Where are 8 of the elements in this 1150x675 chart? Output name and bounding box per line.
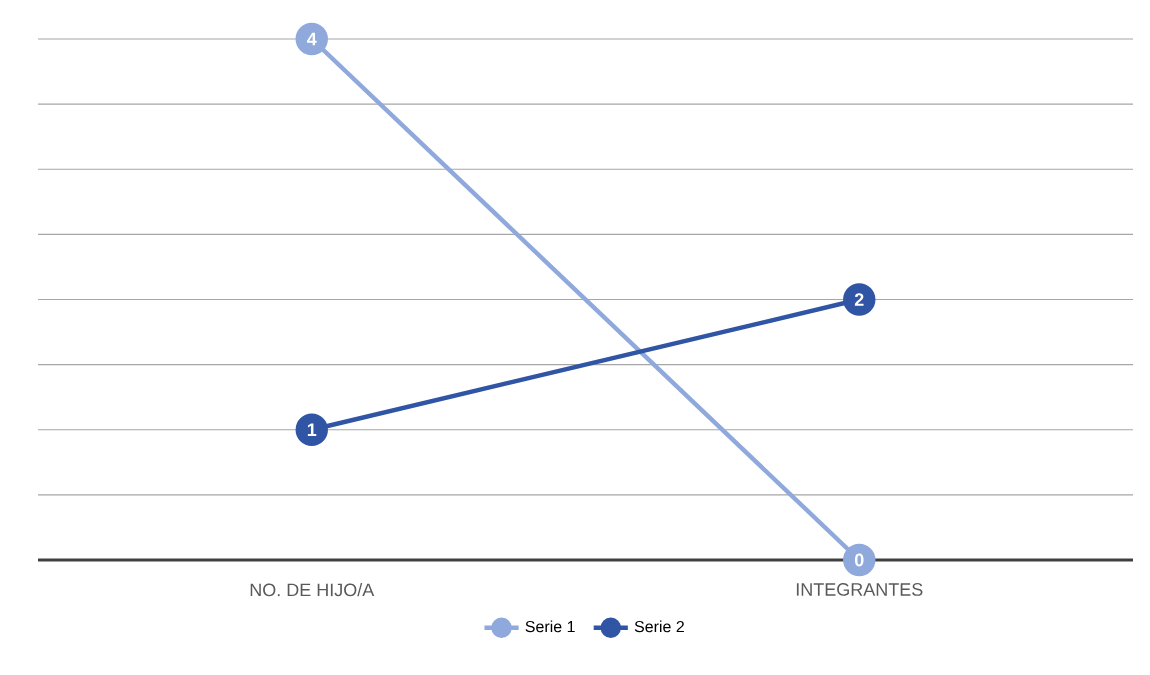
data-label: 1 — [307, 423, 317, 436]
legend-label: Serie 2 — [634, 620, 684, 633]
data-label: 4 — [307, 32, 317, 46]
data-label: 0 — [854, 553, 864, 567]
x-tick-label: NO. DE HIJO/A — [250, 583, 375, 597]
x-tick-label: INTEGRANTES — [796, 583, 923, 596]
data-label: 2 — [854, 293, 864, 306]
legend-label: Serie 1 — [525, 620, 575, 633]
